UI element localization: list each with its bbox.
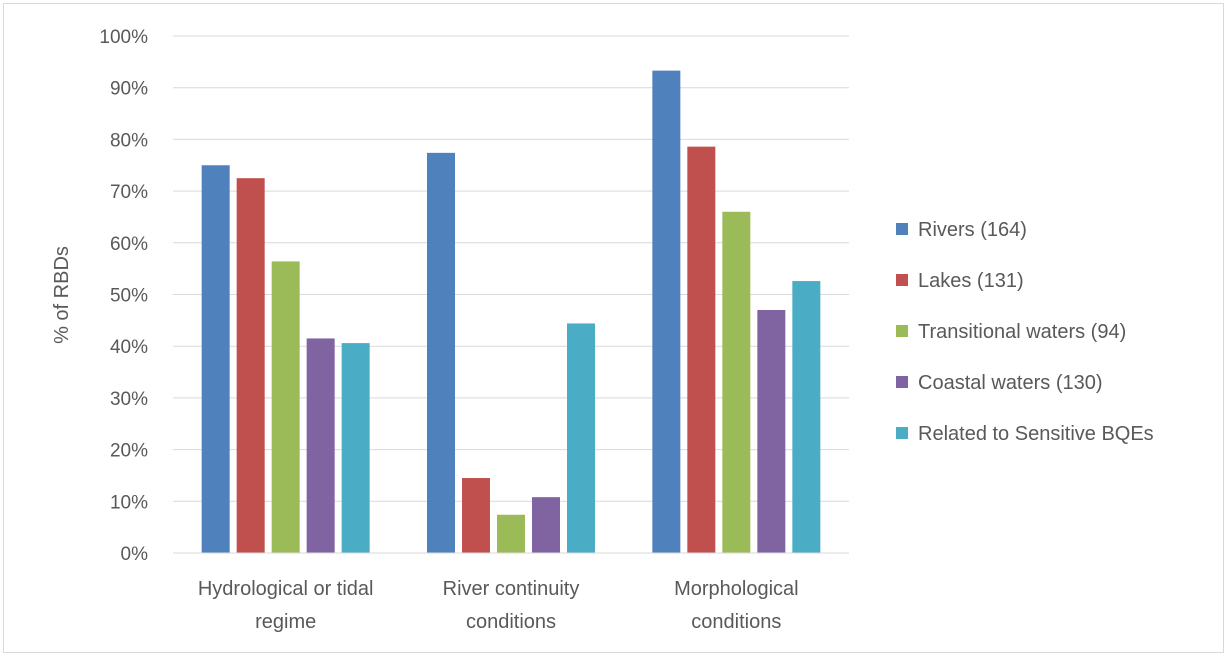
legend-swatch xyxy=(896,325,908,337)
y-tick-label: 50% xyxy=(110,286,148,307)
legend-label: Lakes (131) xyxy=(918,270,1024,292)
bar xyxy=(652,70,681,553)
bar xyxy=(236,178,265,554)
y-tick-label: 40% xyxy=(110,337,148,358)
bar xyxy=(687,146,716,553)
bar xyxy=(497,514,525,553)
y-axis-title: % of RBDs xyxy=(51,246,73,344)
y-tick-label: 60% xyxy=(110,234,148,255)
legend-label: Coastal waters (130) xyxy=(918,372,1103,394)
y-tick-label: 30% xyxy=(110,389,148,410)
legend-swatch xyxy=(896,223,908,235)
bar xyxy=(271,261,300,553)
bars xyxy=(201,70,821,554)
x-axis-categories: Hydrological or tidal regime River continu… xyxy=(198,578,799,633)
x-category-label: Morphological conditions xyxy=(674,578,799,633)
x-category-label: River continuity conditions xyxy=(443,578,580,633)
bar xyxy=(722,211,751,553)
legend-label: Related to Sensitive BQEs xyxy=(918,423,1154,445)
legend-swatch xyxy=(896,274,908,286)
legend-label: Rivers (164) xyxy=(918,219,1027,241)
bar xyxy=(427,152,455,554)
bar xyxy=(792,281,821,553)
y-tick-label: 90% xyxy=(110,79,148,100)
x-category-label: Hydrological or tidal regime xyxy=(198,578,374,633)
bar xyxy=(567,323,595,553)
bar xyxy=(462,478,490,553)
y-tick-label: 20% xyxy=(110,441,148,462)
bar xyxy=(532,497,560,553)
legend: Rivers (164) Lakes (131) Transitional wate… xyxy=(896,219,1154,445)
y-axis-ticks: 0% 10% 20% 30% 40% 50% 60% 70% 80% 90% 100% xyxy=(99,27,148,565)
bar xyxy=(341,343,370,553)
legend-swatch xyxy=(896,376,908,388)
bar xyxy=(306,338,335,553)
bar xyxy=(757,310,786,553)
y-tick-label: 0% xyxy=(121,544,149,565)
legend-label: Transitional waters (94) xyxy=(918,321,1126,343)
y-tick-label: 70% xyxy=(110,182,148,203)
y-tick-label: 10% xyxy=(110,492,148,513)
bar xyxy=(201,165,230,553)
y-tick-label: 100% xyxy=(99,27,148,48)
y-tick-label: 80% xyxy=(110,130,148,151)
legend-swatch xyxy=(896,427,908,439)
